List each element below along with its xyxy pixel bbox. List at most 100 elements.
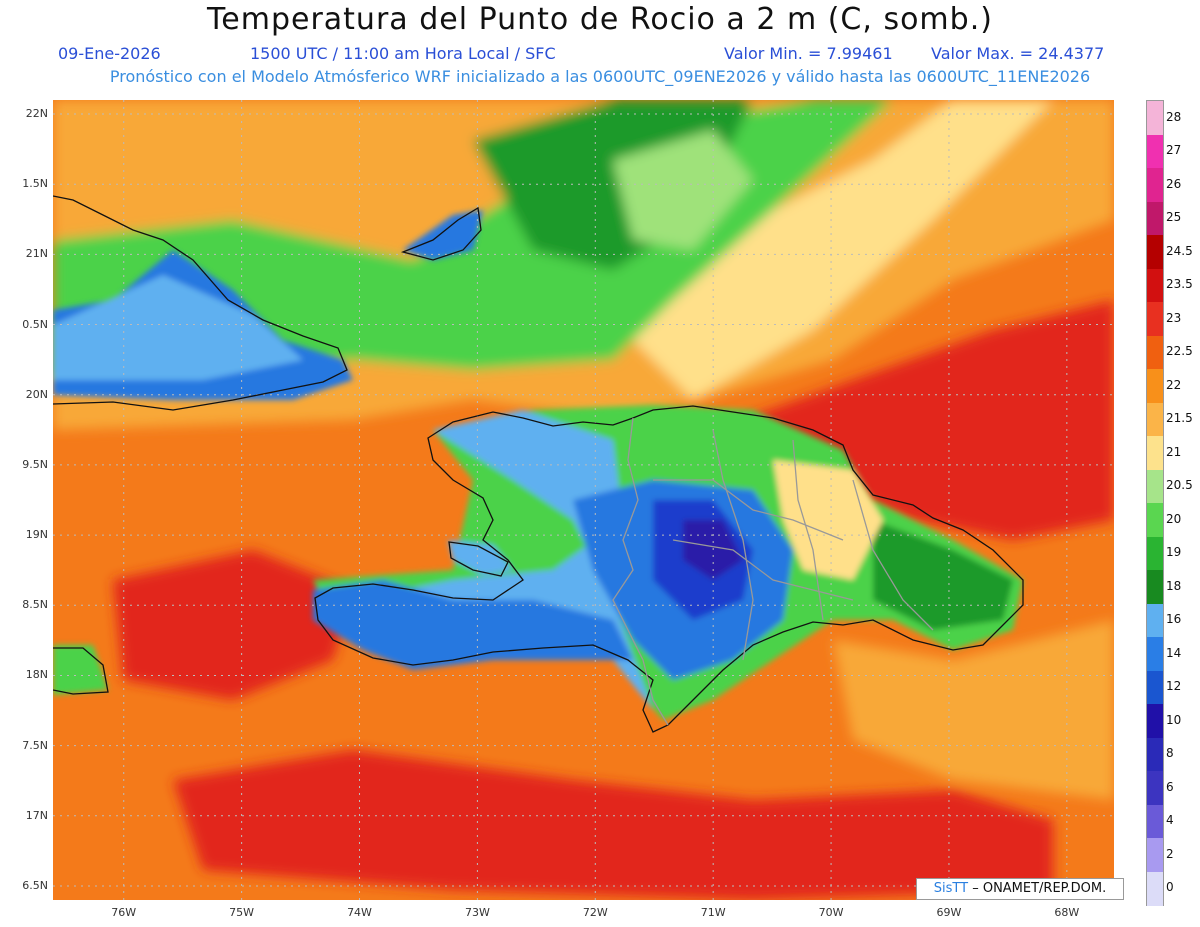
lat-tick-label: 9.5N	[22, 457, 48, 471]
lon-tick-label: 71W	[700, 906, 726, 919]
colorbar-level-label: 23.5	[1166, 277, 1193, 292]
border-provinces-4	[792, 439, 824, 621]
colorbar-level-label: 8	[1166, 746, 1174, 761]
colorbar-segment	[1147, 402, 1163, 437]
lat-tick-label: 19N	[25, 528, 48, 542]
colorbar-level-label: 19	[1166, 545, 1182, 560]
map-canvas	[53, 100, 1114, 900]
field-light-north	[613, 100, 1053, 400]
model-info: Pronóstico con el Modelo Atmósferico WRF…	[109, 67, 1091, 86]
lat-tick-label: 0.5N	[22, 317, 48, 331]
lon-tick-label: 74W	[347, 906, 372, 919]
colorbar-segment	[1147, 670, 1163, 705]
forecast-date: 09-Ene-2026	[58, 44, 161, 63]
colorbar-level-label: 27	[1166, 143, 1182, 158]
lat-tick-label: 17N	[25, 808, 48, 822]
lat-tick-label: 18N	[25, 668, 48, 682]
dewpoint-field	[53, 100, 1114, 900]
colorbar-segment	[1147, 536, 1163, 571]
colorbar-segment	[1147, 201, 1163, 236]
colorbar-level-label: 12	[1166, 679, 1182, 694]
colorbar-level-label: 4	[1166, 813, 1174, 828]
colorbar-level-label: 25	[1166, 210, 1182, 225]
colorbar-segment	[1147, 838, 1163, 872]
colorbar-segment	[1147, 570, 1163, 604]
colorbar-level-label: 20.5	[1166, 478, 1193, 493]
colorbar-level-label: 22	[1166, 377, 1182, 392]
colorbar-segment	[1147, 302, 1163, 336]
field-hispaniola-east	[873, 520, 1013, 630]
colorbar-level-label: 24.5	[1166, 243, 1193, 258]
lat-tick-label: 22N	[25, 107, 48, 121]
lon-tick-label: 70W	[818, 906, 844, 919]
colorbar-level-label: 23	[1166, 310, 1182, 325]
colorbar-segment	[1147, 134, 1163, 169]
dewpoint-map	[53, 100, 1114, 900]
colorbar-segment	[1147, 804, 1163, 839]
colorbar-segment	[1147, 871, 1163, 906]
border-haiti-dr	[612, 417, 669, 726]
colorbar-segment	[1147, 168, 1163, 202]
colorbar-level-label: 10	[1166, 712, 1182, 727]
coastlines	[53, 195, 1024, 733]
colorbar-segment	[1147, 737, 1163, 772]
coast-jamaica	[53, 647, 109, 695]
lat-tick-label: 6.5N	[22, 878, 48, 892]
lon-tick-label: 76W	[111, 906, 137, 919]
colorbar-level-label: 14	[1166, 645, 1182, 660]
colorbar-segment	[1147, 704, 1163, 738]
colorbar-level-label: 21.5	[1166, 411, 1193, 426]
colorbar-level-label: 26	[1166, 176, 1182, 191]
colorbar-segment	[1147, 101, 1163, 135]
colorbar-level-label: 0	[1166, 880, 1174, 895]
colorbar-segment	[1147, 469, 1163, 504]
border-provinces-1	[653, 479, 844, 541]
border-provinces-2	[672, 539, 854, 601]
colorbar-level-label: 2	[1166, 846, 1174, 861]
colorbar-segment	[1147, 771, 1163, 805]
colorbar-level-label: 21	[1166, 444, 1182, 459]
coast-hispaniola	[314, 405, 1024, 733]
colorbar-level-label: 22.5	[1166, 344, 1193, 359]
lon-tick-label: 69W	[936, 906, 962, 919]
sistt-logo: SisTT	[933, 881, 969, 896]
border-provinces-3	[712, 429, 754, 661]
colorbar-segment	[1147, 503, 1163, 537]
map-title: Temperatura del Punto de Rocio a 2 m (C,…	[207, 2, 993, 37]
colorbar-segment	[1147, 436, 1163, 470]
colorbar-segment	[1147, 369, 1163, 403]
forecast-time: 1500 UTC / 11:00 am Hora Local / SFC	[250, 44, 556, 63]
lon-tick-label: 73W	[464, 906, 490, 919]
lat-tick-label: 20N	[25, 387, 48, 401]
colorbar-level-label: 18	[1166, 578, 1182, 593]
field-gonave	[448, 540, 513, 575]
colorbar-level-label: 16	[1166, 612, 1182, 627]
lat-tick-label: 21N	[25, 247, 48, 261]
border-provinces-5	[852, 479, 934, 631]
field-cuba-light	[53, 275, 303, 380]
political-borders	[612, 417, 934, 726]
colorbar-segment	[1147, 637, 1163, 671]
lat-tick-label: 1.5N	[22, 177, 48, 191]
field-mild-east	[833, 620, 1114, 800]
colorbar-segment	[1147, 335, 1163, 370]
field-hot-sw	[113, 550, 353, 700]
colorbar-level-label: 28	[1166, 109, 1182, 124]
credit-box: SisTT – ONAMET/REP.DOM.	[916, 878, 1124, 900]
credit-text: – ONAMET/REP.DOM.	[972, 881, 1107, 896]
coast-gonave	[448, 541, 509, 577]
lon-tick-label: 72W	[582, 906, 608, 919]
min-value: Valor Min. = 7.99461	[724, 44, 893, 63]
lat-tick-label: 8.5N	[22, 598, 48, 612]
colorbar-segment	[1147, 603, 1163, 638]
colorbar-segment	[1147, 268, 1163, 303]
colorbar-level-label: 6	[1166, 779, 1174, 794]
field-lightgreen-cays	[613, 130, 753, 250]
colorbar	[1146, 100, 1164, 906]
coast-inagua	[400, 206, 482, 261]
field-inagua	[403, 210, 483, 260]
lat-tick-label: 7.5N	[22, 738, 48, 752]
coast-cuba	[53, 195, 348, 411]
lon-tick-label: 75W	[229, 906, 255, 919]
field-hot-south	[173, 750, 1053, 900]
